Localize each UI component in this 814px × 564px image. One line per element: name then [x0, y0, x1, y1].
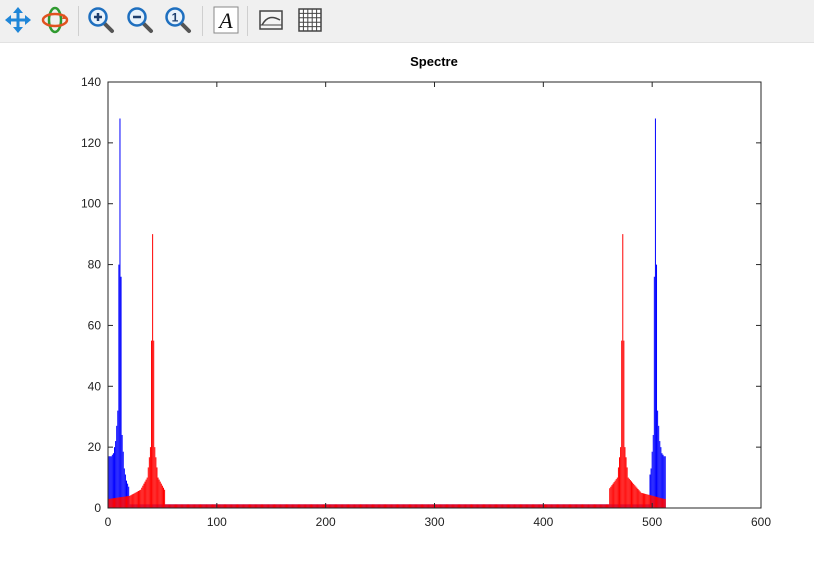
- toolbar-separator: [202, 6, 203, 36]
- series-2: [108, 234, 666, 508]
- x-tick-label: 200: [316, 515, 336, 529]
- y-tick-label: 140: [81, 75, 101, 89]
- insert-text-button[interactable]: A: [210, 4, 242, 36]
- text-icon-glyph: A: [217, 8, 233, 33]
- zoom-reset-glyph: 1: [172, 11, 179, 25]
- pan-icon: [5, 7, 31, 33]
- text-icon: A: [213, 6, 239, 34]
- x-tick-label: 300: [424, 515, 444, 529]
- rotate-3d-icon: [41, 6, 69, 34]
- pan-button[interactable]: [2, 4, 34, 36]
- y-tick-label: 80: [88, 258, 102, 272]
- y-tick-label: 0: [94, 501, 101, 515]
- zoom-out-button[interactable]: [124, 4, 156, 36]
- x-tick-label: 600: [751, 515, 771, 529]
- figure-canvas: Spectre 0 100 200 300 400 500 600 0 20 40 60 80 100 1…: [0, 42, 814, 564]
- toggle-axes-box-button[interactable]: [255, 4, 287, 36]
- zoom-reset-icon: 1: [165, 7, 191, 33]
- toggle-grid-button[interactable]: [294, 4, 326, 36]
- zoom-in-button[interactable]: [85, 4, 117, 36]
- figure-toolbar: 1 A: [0, 0, 814, 43]
- zoom-out-icon: [127, 7, 153, 33]
- y-tick-label: 100: [81, 197, 101, 211]
- rotate-3d-button[interactable]: [39, 4, 71, 36]
- y-tick-label: 20: [88, 440, 102, 454]
- y-tick-label: 40: [88, 379, 102, 393]
- tick-layer: 0 100 200 300 400 500 600 0 20 40 60 80 100 120 140: [81, 75, 771, 529]
- x-tick-label: 400: [533, 515, 553, 529]
- zoom-in-icon: [88, 7, 114, 33]
- spectrum-chart[interactable]: Spectre 0 100 200 300 400 500 600 0 20 40 60 80 100 1…: [0, 42, 814, 564]
- series-layer: [108, 118, 666, 508]
- x-tick-label: 500: [642, 515, 662, 529]
- zoom-reset-button[interactable]: 1: [162, 4, 194, 36]
- y-tick-label: 60: [88, 318, 102, 332]
- x-tick-label: 100: [207, 515, 227, 529]
- toolbar-separator: [247, 6, 248, 36]
- x-tick-label: 0: [105, 515, 112, 529]
- axes-box: [107, 81, 762, 509]
- series-1: [108, 118, 666, 508]
- grid-icon: [298, 8, 322, 32]
- y-tick-label: 120: [81, 136, 101, 150]
- axes-box-icon: [259, 10, 283, 30]
- chart-title: Spectre: [410, 54, 458, 69]
- toolbar-separator: [78, 6, 79, 36]
